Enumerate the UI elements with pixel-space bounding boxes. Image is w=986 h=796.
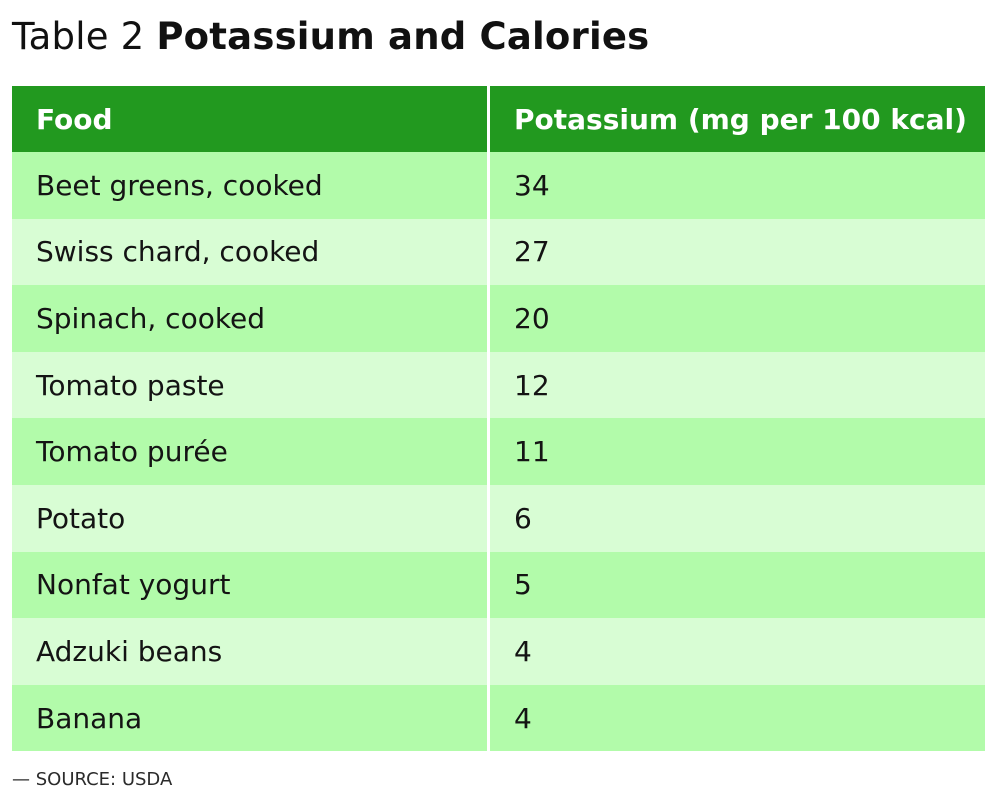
food-cell: Spinach, cooked xyxy=(12,285,490,352)
table-row: Potato 6 xyxy=(12,484,985,552)
potassium-cell: 20 xyxy=(488,285,985,352)
food-cell: Tomato paste xyxy=(12,351,490,419)
potassium-table: Food Potassium (mg per 100 kcal) Beet gr… xyxy=(12,86,985,752)
food-cell: Tomato purée xyxy=(12,418,490,485)
food-cell: Adzuki beans xyxy=(12,618,490,685)
table-header-row: Food Potassium (mg per 100 kcal) xyxy=(12,86,985,152)
potassium-cell: 27 xyxy=(488,218,985,286)
food-cell: Swiss chard, cooked xyxy=(12,218,490,286)
food-cell: Banana xyxy=(12,684,490,752)
table-title-text: Potassium and Calories xyxy=(156,15,650,58)
header-potassium: Potassium (mg per 100 kcal) xyxy=(488,86,985,152)
table-row: Adzuki beans 4 xyxy=(12,618,985,685)
potassium-cell: 12 xyxy=(488,351,985,419)
potassium-cell: 11 xyxy=(488,418,985,485)
source-note: — SOURCE: USDA xyxy=(12,769,173,790)
header-food: Food xyxy=(12,86,490,152)
potassium-cell: 4 xyxy=(488,618,985,685)
food-cell: Beet greens, cooked xyxy=(12,152,490,219)
table-title: Table 2 Potassium and Calories xyxy=(12,14,649,60)
potassium-cell: 34 xyxy=(488,152,985,219)
potassium-cell: 4 xyxy=(488,684,985,752)
table-row: Spinach, cooked 20 xyxy=(12,285,985,352)
food-cell: Potato xyxy=(12,484,490,552)
potassium-cell: 5 xyxy=(488,551,985,619)
table-row: Nonfat yogurt 5 xyxy=(12,551,985,619)
table-number: Table 2 xyxy=(12,15,145,58)
table-row: Tomato paste 12 xyxy=(12,351,985,419)
table-row: Tomato purée 11 xyxy=(12,418,985,485)
table-row: Swiss chard, cooked 27 xyxy=(12,218,985,286)
table-row: Beet greens, cooked 34 xyxy=(12,152,985,219)
table-row: Banana 4 xyxy=(12,684,985,752)
food-cell: Nonfat yogurt xyxy=(12,551,490,619)
potassium-cell: 6 xyxy=(488,484,985,552)
